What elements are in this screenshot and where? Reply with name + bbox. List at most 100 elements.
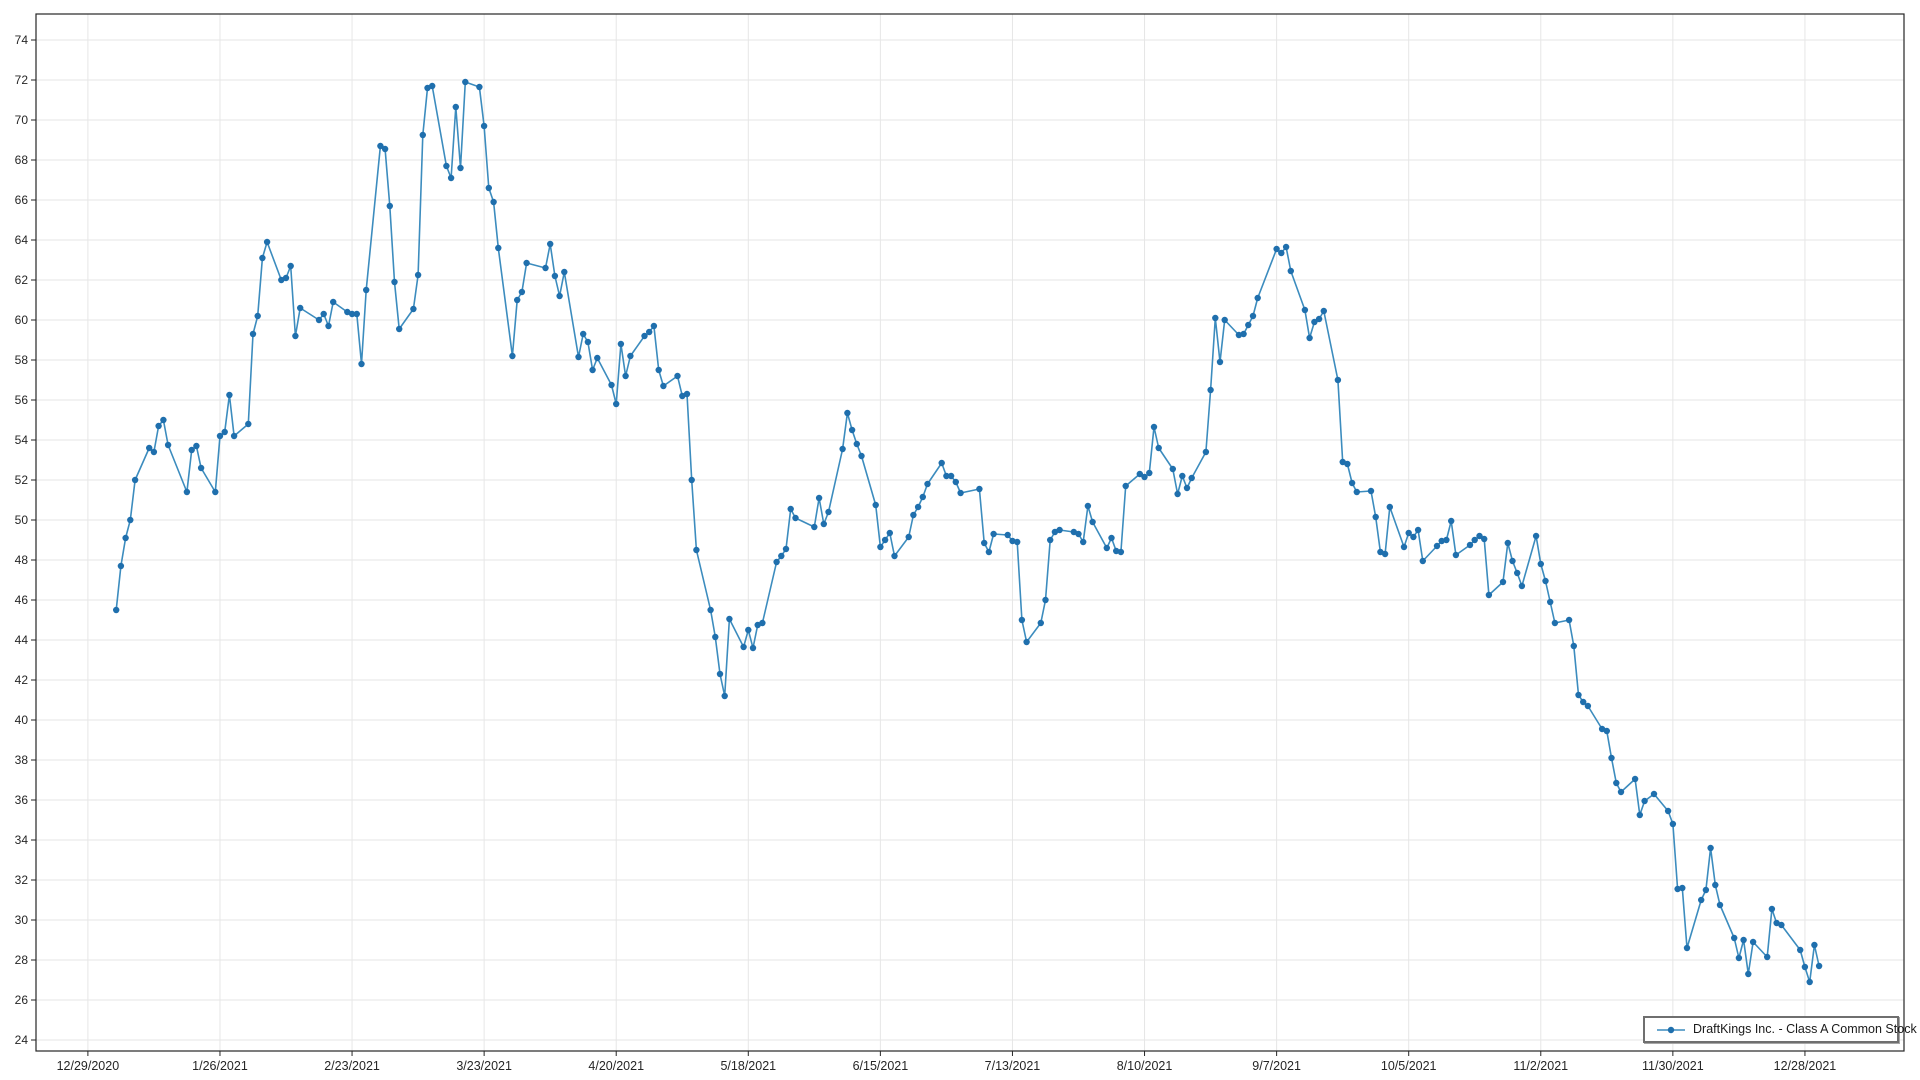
data-point-marker <box>292 332 299 340</box>
data-point-marker <box>990 530 997 538</box>
data-point-marker <box>584 338 592 346</box>
data-point-marker <box>386 202 393 210</box>
data-point-marker <box>551 272 559 280</box>
data-point-marker <box>1410 533 1417 541</box>
data-point-marker <box>787 505 794 513</box>
data-point-marker <box>1089 518 1096 526</box>
data-point-marker <box>886 529 893 537</box>
data-point-marker <box>985 548 993 556</box>
data-point-marker <box>1344 460 1351 468</box>
data-point-marker <box>509 352 516 360</box>
data-point-marker <box>259 254 266 262</box>
data-point-marker <box>1315 315 1323 323</box>
data-point-marker <box>1806 978 1813 986</box>
data-point-marker <box>957 489 964 497</box>
data-point-marker <box>1801 963 1809 971</box>
data-point-marker <box>183 488 191 496</box>
data-point-marker <box>381 145 389 153</box>
data-point-marker <box>683 390 691 398</box>
data-point-marker <box>556 292 563 300</box>
data-point-marker <box>1141 473 1148 481</box>
data-point-marker <box>881 536 889 544</box>
data-point-marker <box>363 286 370 294</box>
data-point-marker <box>688 476 695 484</box>
y-tick-label: 46 <box>15 593 29 607</box>
data-point-marker <box>1452 551 1460 559</box>
y-tick-label: 64 <box>15 233 29 247</box>
data-point-marker <box>1679 884 1686 892</box>
data-point-marker <box>344 308 351 316</box>
data-point-marker <box>1212 314 1219 322</box>
data-point-marker <box>1608 754 1615 762</box>
data-point-marker <box>221 428 228 436</box>
data-point-marker <box>1301 306 1309 314</box>
data-point-marker <box>447 174 455 182</box>
data-point-marker <box>249 330 257 338</box>
data-point-marker <box>1320 307 1328 315</box>
data-point-marker <box>1405 529 1412 537</box>
data-point-marker <box>1169 465 1177 473</box>
x-tick-label: 8/10/2021 <box>1117 1059 1173 1073</box>
data-point-marker <box>1778 921 1785 929</box>
data-point-marker <box>1419 557 1427 565</box>
data-point-marker <box>1179 472 1186 480</box>
data-point-marker <box>848 426 856 434</box>
data-point-marker <box>287 262 294 270</box>
y-tick-label: 48 <box>15 553 29 567</box>
y-tick-label: 52 <box>15 473 29 487</box>
data-point-marker <box>325 322 332 330</box>
x-tick-label: 12/29/2020 <box>57 1059 120 1073</box>
y-tick-label: 40 <box>15 713 29 727</box>
data-point-marker <box>1707 844 1714 852</box>
data-point-marker <box>1108 534 1115 542</box>
x-tick-label: 5/18/2021 <box>720 1059 776 1073</box>
data-point-marker <box>707 606 714 614</box>
data-point-marker <box>348 310 356 318</box>
data-point-marker <box>1466 541 1474 549</box>
data-point-marker <box>1287 267 1295 275</box>
data-point-marker <box>792 514 799 522</box>
data-point-marker <box>1273 245 1280 253</box>
data-point-marker <box>330 298 337 306</box>
data-point-marker <box>1664 807 1672 815</box>
data-point-marker <box>759 619 766 627</box>
data-point-marker <box>1004 531 1011 539</box>
data-point-marker <box>1023 638 1030 646</box>
data-point-marker <box>1117 548 1125 556</box>
data-point-marker <box>245 420 252 428</box>
data-point-marker <box>443 162 450 170</box>
data-point-marker <box>976 485 983 493</box>
data-point-marker <box>1122 482 1129 490</box>
data-point-marker <box>320 310 327 318</box>
data-point-marker <box>1188 474 1195 482</box>
data-point-marker <box>858 452 865 460</box>
data-point-marker <box>414 271 422 279</box>
data-point-marker <box>297 304 304 312</box>
y-tick-label: 28 <box>15 953 29 967</box>
data-point-marker <box>1745 970 1752 978</box>
data-point-marker <box>480 122 488 130</box>
data-point-marker <box>627 352 634 360</box>
data-point-marker <box>1514 569 1521 577</box>
x-tick-label: 7/13/2021 <box>985 1059 1041 1073</box>
data-point-marker <box>1768 905 1776 913</box>
x-tick-label: 4/20/2021 <box>588 1059 644 1073</box>
y-tick-label: 50 <box>15 513 29 527</box>
data-point-marker <box>193 442 200 450</box>
data-point-marker <box>476 83 483 91</box>
data-point-marker <box>1306 334 1313 342</box>
data-point-marker <box>811 523 818 531</box>
data-point-marker <box>1669 820 1677 828</box>
plot-border <box>35 13 1905 1052</box>
y-tick-label: 68 <box>15 153 29 167</box>
data-point-marker <box>197 464 205 472</box>
y-tick-label: 54 <box>15 433 29 447</box>
price-line <box>115 81 1820 983</box>
data-point-marker <box>1773 919 1780 927</box>
data-point-marker <box>452 103 459 111</box>
data-point-marker <box>1240 330 1247 338</box>
data-point-marker <box>457 164 464 172</box>
y-tick-label: 66 <box>15 193 29 207</box>
data-point-marker <box>1565 616 1573 624</box>
